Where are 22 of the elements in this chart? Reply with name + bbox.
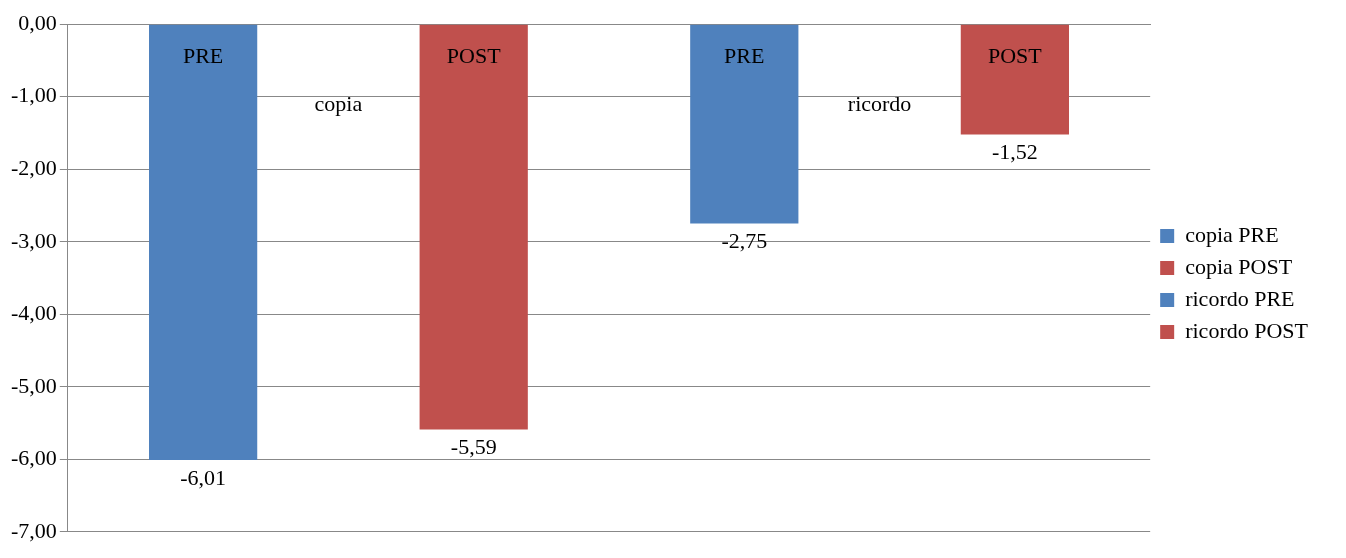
data-label: -2,75 (721, 228, 768, 254)
data-label: -6,01 (180, 464, 227, 490)
y-tick-label: -1,00 (11, 82, 57, 108)
legend-label: ricordo PRE (1185, 285, 1295, 311)
y-tick-label: -4,00 (11, 300, 57, 326)
annotation: POST (446, 43, 502, 69)
legend-label: ricordo POST (1185, 317, 1309, 343)
annotation: POST (987, 43, 1043, 69)
legend-label: copia POST (1185, 253, 1293, 279)
x-tick-label: ricordo (847, 91, 912, 117)
annotation: PRE (182, 43, 224, 69)
y-tick-label: -7,00 (11, 517, 57, 543)
y-tick-label: -5,00 (11, 372, 57, 398)
y-tick-label: -6,00 (11, 445, 57, 471)
annotation: PRE (724, 43, 765, 69)
y-tick-label: -2,00 (11, 155, 57, 181)
y-tick-label: -3,00 (11, 227, 57, 253)
data-label: -5,59 (450, 434, 497, 460)
data-label: -1,52 (991, 139, 1038, 165)
x-tick-label: copia (314, 91, 363, 117)
y-tick-label: 0,00 (18, 9, 57, 35)
legend-label: copia PRE (1185, 221, 1279, 247)
